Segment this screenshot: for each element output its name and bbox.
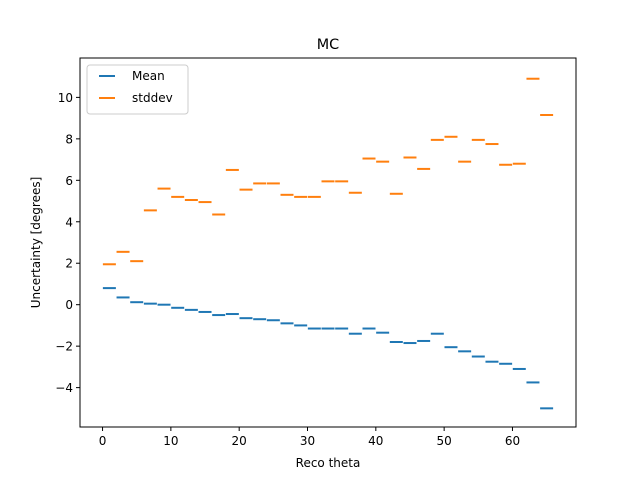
- plot-marks: [102, 77, 554, 410]
- legend-mean-label: Mean: [132, 69, 165, 83]
- y-axis-ticks: −4 −2 0 2 4 6 8 10: [55, 91, 80, 395]
- x-axis-ticks: 0 10 20 30 40 50 60: [99, 427, 520, 448]
- legend-box: [86, 64, 189, 115]
- x-tick-label: 30: [300, 434, 315, 448]
- y-tick-label: 8: [65, 132, 73, 146]
- legend: Mean stddev: [86, 64, 189, 115]
- y-tick-label: 2: [65, 257, 73, 271]
- y-tick-label: −2: [55, 340, 73, 354]
- x-axis-label: Reco theta: [296, 456, 361, 470]
- plot-frame: [79, 57, 577, 428]
- x-tick-label: 40: [368, 434, 383, 448]
- chart-title: MC: [317, 37, 339, 53]
- legend-stddev-label: stddev: [132, 91, 173, 105]
- x-tick-label: 10: [163, 434, 178, 448]
- x-tick-label: 50: [437, 434, 452, 448]
- y-axis-label: Uncertainty [degrees]: [29, 177, 43, 309]
- x-tick-label: 20: [232, 434, 247, 448]
- y-tick-label: 10: [58, 91, 73, 105]
- y-tick-label: −4: [55, 381, 73, 395]
- y-tick-label: 4: [65, 215, 73, 229]
- x-tick-label: 0: [99, 434, 107, 448]
- y-tick-label: 0: [65, 298, 73, 312]
- y-tick-label: 6: [65, 174, 73, 188]
- x-tick-label: 60: [505, 434, 520, 448]
